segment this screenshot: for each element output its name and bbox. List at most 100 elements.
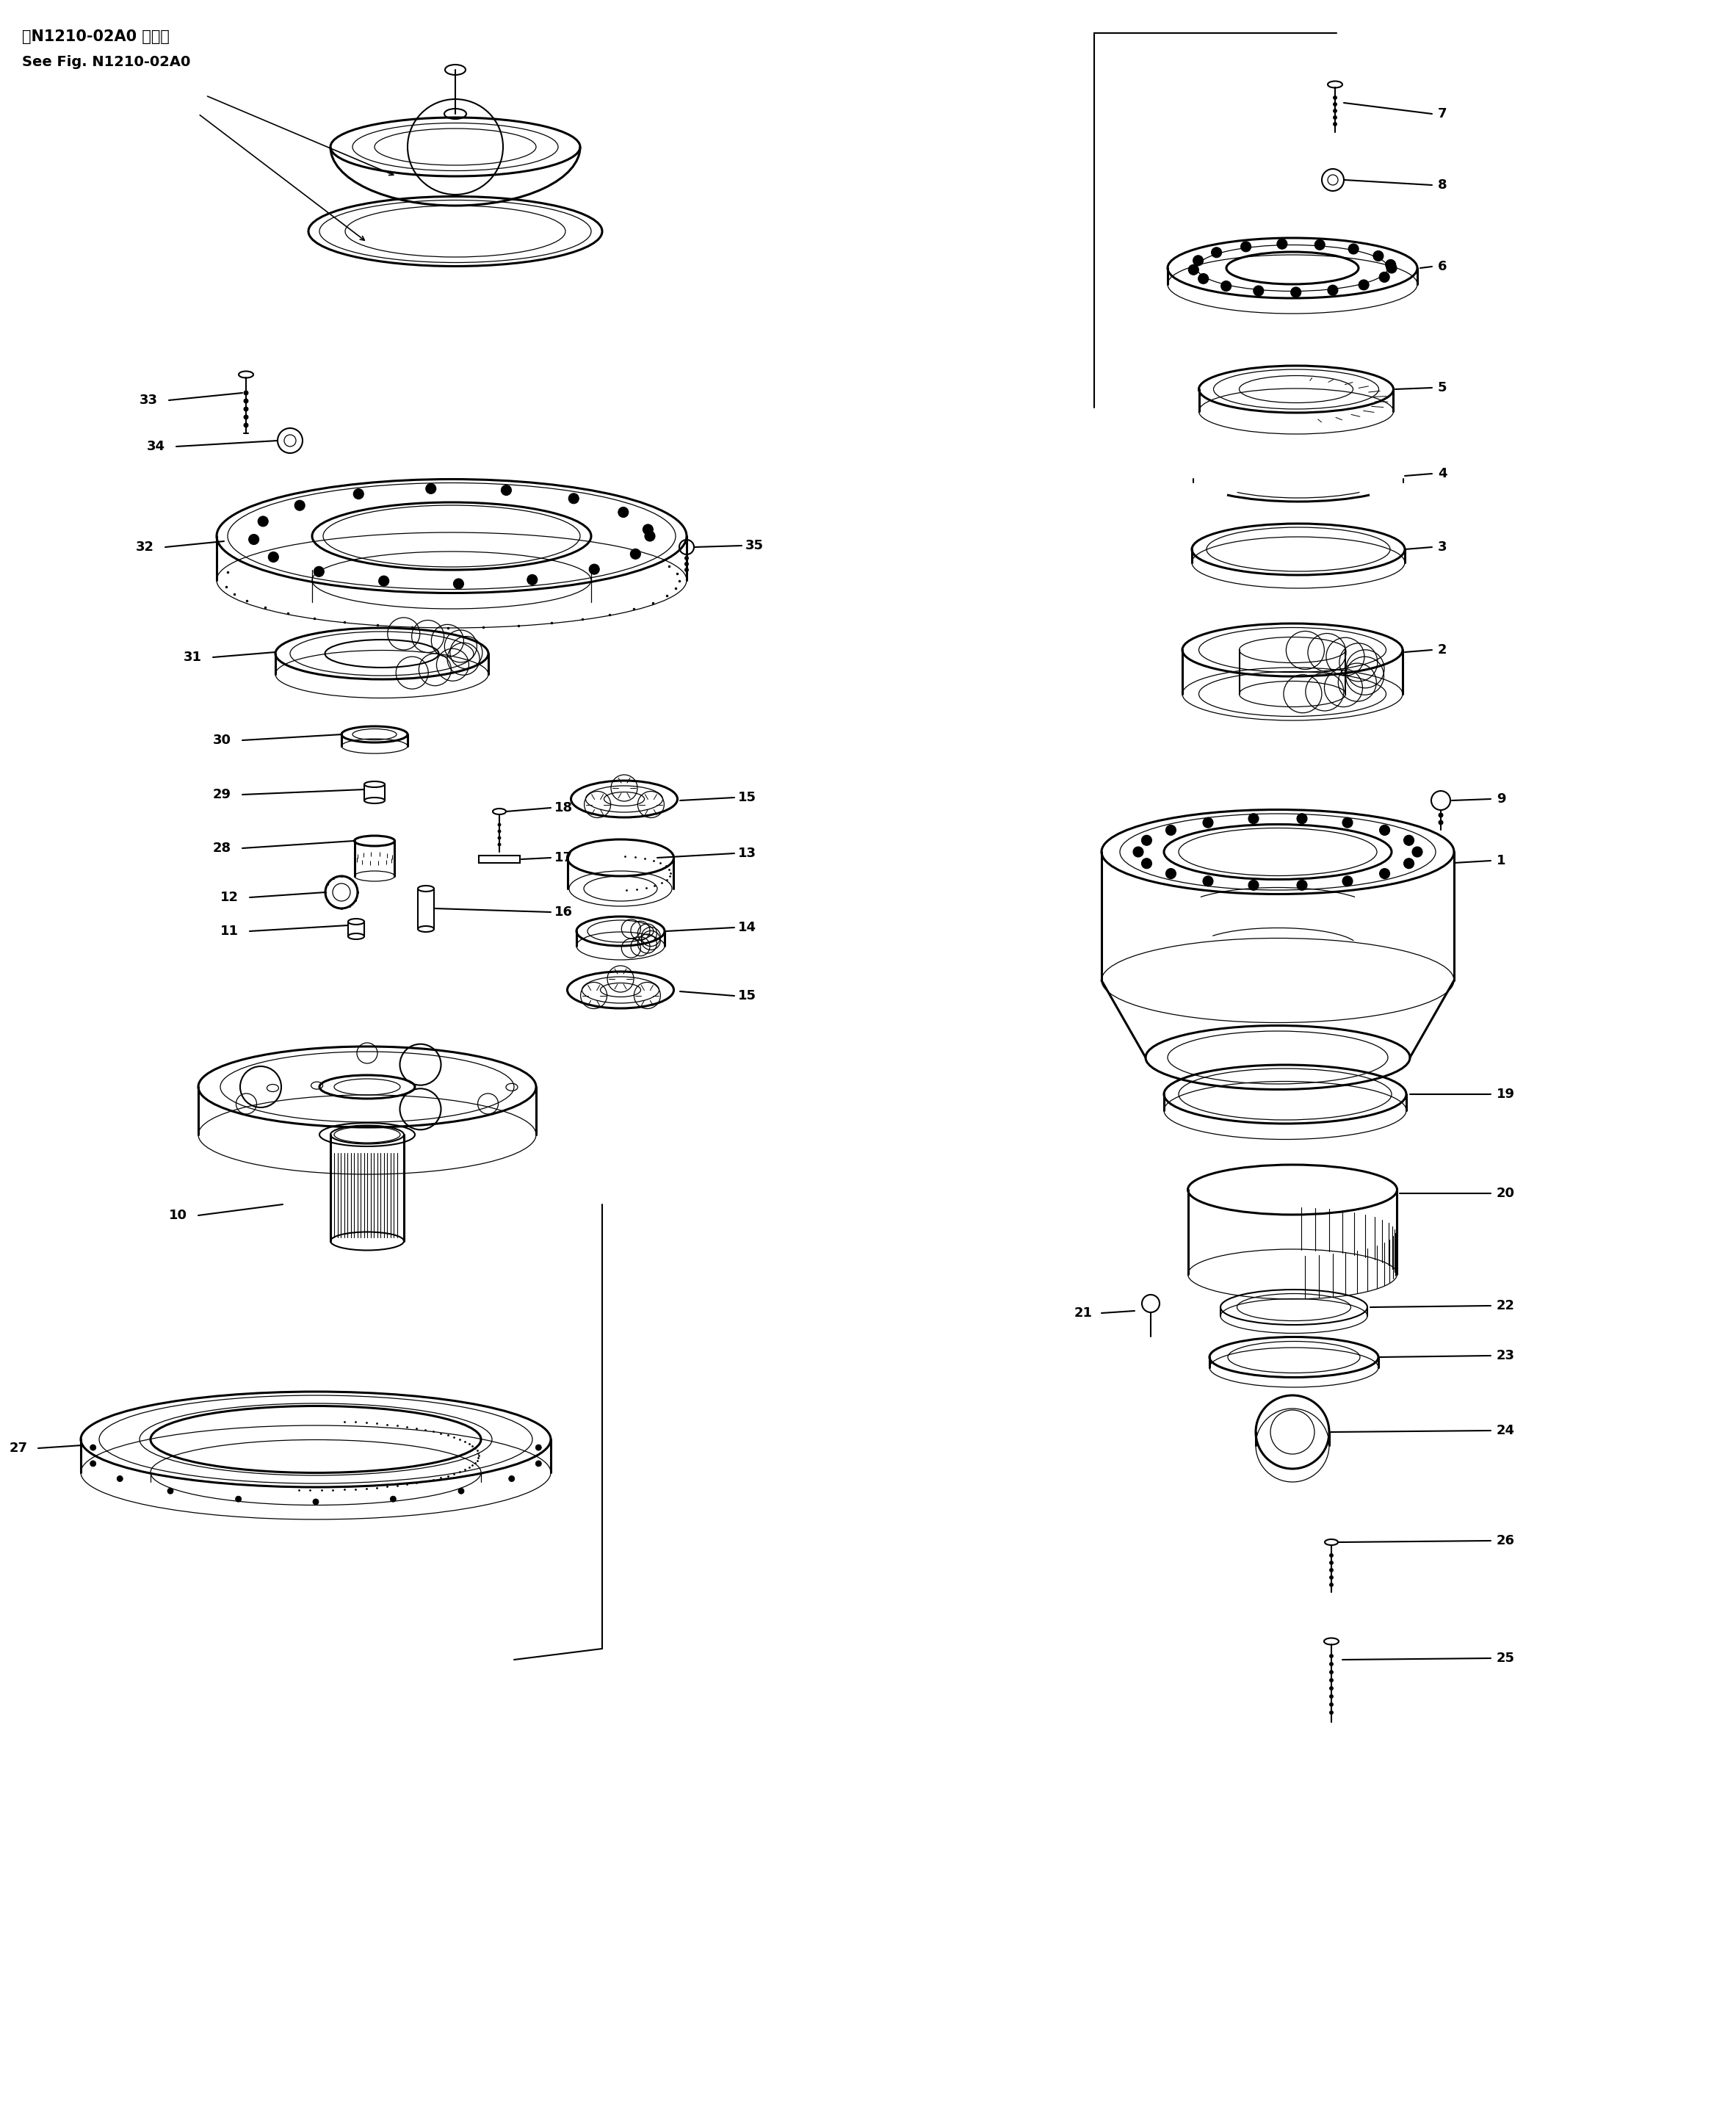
Circle shape: [391, 1496, 396, 1502]
Text: 33: 33: [139, 393, 158, 406]
Circle shape: [1330, 1679, 1333, 1681]
Circle shape: [1203, 875, 1213, 886]
Circle shape: [1212, 248, 1222, 257]
Circle shape: [642, 524, 653, 534]
Circle shape: [1333, 116, 1337, 120]
Circle shape: [1330, 1702, 1333, 1706]
Text: 9: 9: [1496, 793, 1505, 806]
Circle shape: [116, 1475, 123, 1481]
Text: 7: 7: [1437, 107, 1448, 120]
Text: 15: 15: [738, 989, 757, 1002]
Text: 2: 2: [1437, 644, 1448, 656]
Text: See Fig. N1210-02A0: See Fig. N1210-02A0: [23, 55, 191, 69]
Text: 第N1210-02A0 図参照: 第N1210-02A0 図参照: [23, 29, 170, 44]
Text: 19: 19: [1496, 1088, 1516, 1100]
Circle shape: [1330, 1553, 1333, 1557]
Circle shape: [684, 562, 689, 566]
Circle shape: [1333, 109, 1337, 114]
Circle shape: [1198, 274, 1208, 284]
Circle shape: [243, 391, 248, 396]
Text: 16: 16: [554, 905, 573, 919]
Text: 10: 10: [168, 1210, 187, 1222]
Text: 4: 4: [1437, 467, 1448, 480]
Circle shape: [536, 1445, 542, 1450]
Text: 26: 26: [1496, 1534, 1516, 1546]
Circle shape: [1439, 821, 1443, 825]
Circle shape: [1142, 858, 1151, 869]
Circle shape: [458, 1488, 464, 1494]
Circle shape: [1333, 103, 1337, 105]
Circle shape: [1404, 835, 1415, 846]
Circle shape: [312, 1498, 319, 1504]
Circle shape: [378, 576, 389, 587]
Text: 15: 15: [738, 791, 757, 804]
Text: 34: 34: [148, 440, 165, 452]
Circle shape: [1342, 818, 1352, 827]
Circle shape: [1278, 240, 1286, 248]
Circle shape: [1328, 284, 1338, 295]
Text: 17: 17: [554, 852, 573, 865]
Text: 21: 21: [1075, 1307, 1092, 1319]
Circle shape: [1342, 875, 1352, 886]
Circle shape: [1330, 1711, 1333, 1715]
Circle shape: [1387, 263, 1397, 274]
Text: 20: 20: [1496, 1187, 1516, 1199]
Circle shape: [259, 515, 267, 526]
Circle shape: [314, 566, 325, 576]
Text: 32: 32: [135, 541, 155, 553]
Circle shape: [1193, 255, 1203, 265]
Circle shape: [630, 549, 641, 560]
Circle shape: [1314, 240, 1325, 250]
Circle shape: [1330, 1671, 1333, 1675]
Text: 5: 5: [1437, 381, 1448, 393]
Circle shape: [1330, 1694, 1333, 1698]
Circle shape: [569, 492, 578, 503]
Circle shape: [1404, 858, 1415, 869]
Circle shape: [1330, 1567, 1333, 1572]
Circle shape: [1330, 1561, 1333, 1565]
Text: 12: 12: [220, 890, 238, 905]
Text: 27: 27: [9, 1441, 28, 1454]
Circle shape: [536, 1460, 542, 1466]
Circle shape: [589, 564, 599, 574]
Circle shape: [243, 406, 248, 410]
Circle shape: [1253, 286, 1264, 297]
Circle shape: [1330, 1654, 1333, 1658]
Text: 29: 29: [214, 789, 231, 802]
Text: 6: 6: [1437, 261, 1448, 274]
Circle shape: [425, 484, 436, 494]
Circle shape: [1330, 1582, 1333, 1586]
Circle shape: [1292, 286, 1300, 297]
Circle shape: [90, 1460, 95, 1466]
Circle shape: [1203, 818, 1213, 827]
Circle shape: [1380, 825, 1391, 835]
Text: 18: 18: [554, 802, 573, 814]
Circle shape: [502, 486, 512, 494]
Circle shape: [1167, 825, 1175, 835]
Text: 8: 8: [1437, 179, 1448, 191]
Circle shape: [1241, 242, 1252, 252]
Text: 25: 25: [1496, 1652, 1516, 1664]
Text: 30: 30: [214, 734, 231, 747]
Circle shape: [1330, 1687, 1333, 1690]
Circle shape: [1220, 282, 1231, 290]
Circle shape: [90, 1445, 95, 1450]
Text: 31: 31: [184, 650, 201, 665]
Circle shape: [354, 488, 363, 499]
Circle shape: [248, 534, 259, 545]
Circle shape: [1134, 846, 1144, 856]
Text: 28: 28: [214, 842, 231, 854]
Circle shape: [644, 530, 654, 541]
Circle shape: [498, 837, 500, 839]
Circle shape: [498, 823, 500, 827]
Circle shape: [1297, 879, 1307, 890]
Circle shape: [1330, 1662, 1333, 1666]
Text: 13: 13: [738, 846, 757, 861]
Circle shape: [1333, 97, 1337, 99]
Circle shape: [243, 423, 248, 427]
Circle shape: [498, 844, 500, 846]
Circle shape: [1189, 265, 1198, 276]
Text: 3: 3: [1437, 541, 1448, 553]
Text: 14: 14: [738, 922, 757, 934]
Circle shape: [498, 829, 500, 833]
